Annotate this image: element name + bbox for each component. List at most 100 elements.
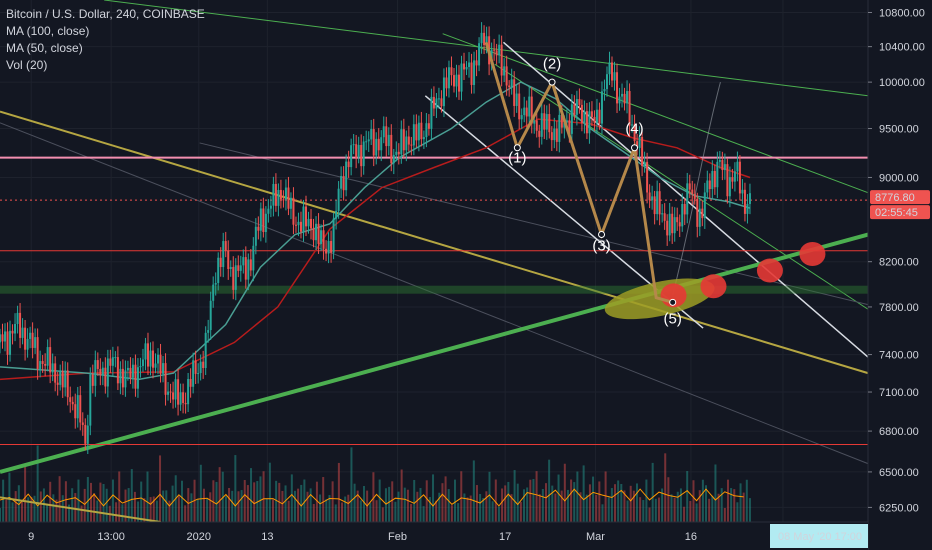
candle-body <box>86 425 89 444</box>
volume-bar <box>300 484 303 522</box>
volume-bar <box>394 501 397 522</box>
candle-body <box>14 323 17 334</box>
candle-body <box>510 79 513 88</box>
ma100-legend[interactable]: MA (100, close) <box>6 24 90 38</box>
candle-body <box>222 241 225 268</box>
candle-body <box>483 32 486 46</box>
candle-body <box>583 111 586 123</box>
candle-body <box>187 378 190 405</box>
candle-body <box>352 144 355 146</box>
candle-body <box>66 370 69 398</box>
volume-bar <box>133 491 136 522</box>
volume-bar <box>36 445 39 522</box>
candle-body <box>643 161 646 167</box>
candle-body <box>478 43 481 66</box>
volume-bar <box>297 488 300 522</box>
candle-body <box>741 189 744 194</box>
volume-bar <box>146 471 149 522</box>
candle-body <box>154 363 157 368</box>
candle-body <box>545 114 548 130</box>
candle-body <box>69 397 72 402</box>
price-tick-label: 9000.00 <box>879 172 919 184</box>
volume-bar <box>510 494 513 522</box>
candle-body <box>342 175 345 191</box>
volume-bar <box>215 481 218 522</box>
candle-body <box>723 164 726 171</box>
volume-bar <box>491 501 494 522</box>
volume-bar <box>378 479 381 522</box>
candle-body <box>570 104 573 134</box>
candle-body <box>465 66 468 70</box>
candle-body <box>79 395 82 423</box>
candle-body <box>144 343 147 360</box>
volume-bar <box>667 477 670 522</box>
candle-body <box>420 122 423 140</box>
symbol-title[interactable]: Bitcoin / U.S. Dollar, 240, COINBASE <box>6 7 205 21</box>
volume-bar <box>124 489 127 522</box>
volume-bar <box>507 481 510 522</box>
volume-bar <box>620 483 623 522</box>
candle-body <box>99 368 102 376</box>
candle-body <box>325 248 328 254</box>
candle-body <box>84 424 87 444</box>
volume-bar <box>80 505 83 522</box>
volume-bar <box>701 479 704 522</box>
candle-body <box>718 160 721 162</box>
volume-bar <box>488 471 491 522</box>
volume-bar <box>479 494 482 522</box>
candle-body <box>212 284 215 301</box>
candle-body <box>1 334 4 342</box>
volume-bar <box>639 497 642 522</box>
volume-bar <box>541 488 544 522</box>
candle-body <box>616 72 619 104</box>
candle-body <box>96 360 99 369</box>
volume-bar <box>560 490 563 522</box>
volume-bar <box>337 462 340 522</box>
volume-bar <box>221 471 224 522</box>
volume-bar <box>588 484 591 522</box>
candle-body <box>375 138 378 156</box>
candle-body <box>124 370 127 388</box>
wave-label: (2) <box>543 56 561 73</box>
candle-body <box>182 392 185 403</box>
grey-trendline <box>199 142 869 306</box>
volume-bar <box>177 496 180 522</box>
time-tick-label: 16 <box>685 531 697 543</box>
volume-bar <box>46 503 49 522</box>
time-axis[interactable]: 913:00202013Feb17Mar162308 May '20 17:00 <box>0 521 868 550</box>
volume-bar <box>592 476 595 522</box>
candle-body <box>164 363 167 395</box>
candle-body <box>274 183 277 206</box>
candle-body <box>553 128 556 141</box>
price-axis[interactable]: 10800.00 10400.00 10000.00 9500.00 9000.00 82… <box>867 0 932 550</box>
candle-body <box>104 367 107 387</box>
candle-body <box>417 122 420 141</box>
volume-bar <box>438 492 441 522</box>
candle-body <box>337 188 340 211</box>
volume-bar <box>287 500 290 522</box>
volume-bar <box>362 486 365 522</box>
candle-body <box>310 218 313 229</box>
volume-bar <box>472 460 475 522</box>
price-tick-label: 7400.00 <box>879 350 919 362</box>
volume-bar <box>149 497 152 522</box>
candle-body <box>330 240 333 253</box>
candle-body <box>703 192 706 219</box>
candle-body <box>44 363 47 366</box>
candle-body <box>192 360 195 387</box>
volume-legend[interactable]: Vol (20) <box>6 58 48 72</box>
candle-body <box>71 401 74 405</box>
volume-bar <box>676 491 679 522</box>
volume-bar <box>187 488 190 522</box>
candle-body <box>114 357 117 359</box>
candle-body <box>563 122 566 128</box>
ma50-legend[interactable]: MA (50, close) <box>6 41 83 55</box>
candle-body <box>0 334 1 343</box>
candle-body <box>247 259 250 280</box>
volume-bar <box>529 479 532 522</box>
candle-body <box>162 363 165 374</box>
candle-body <box>61 371 64 388</box>
volume-bar <box>736 502 739 522</box>
volume-bar <box>692 480 695 522</box>
